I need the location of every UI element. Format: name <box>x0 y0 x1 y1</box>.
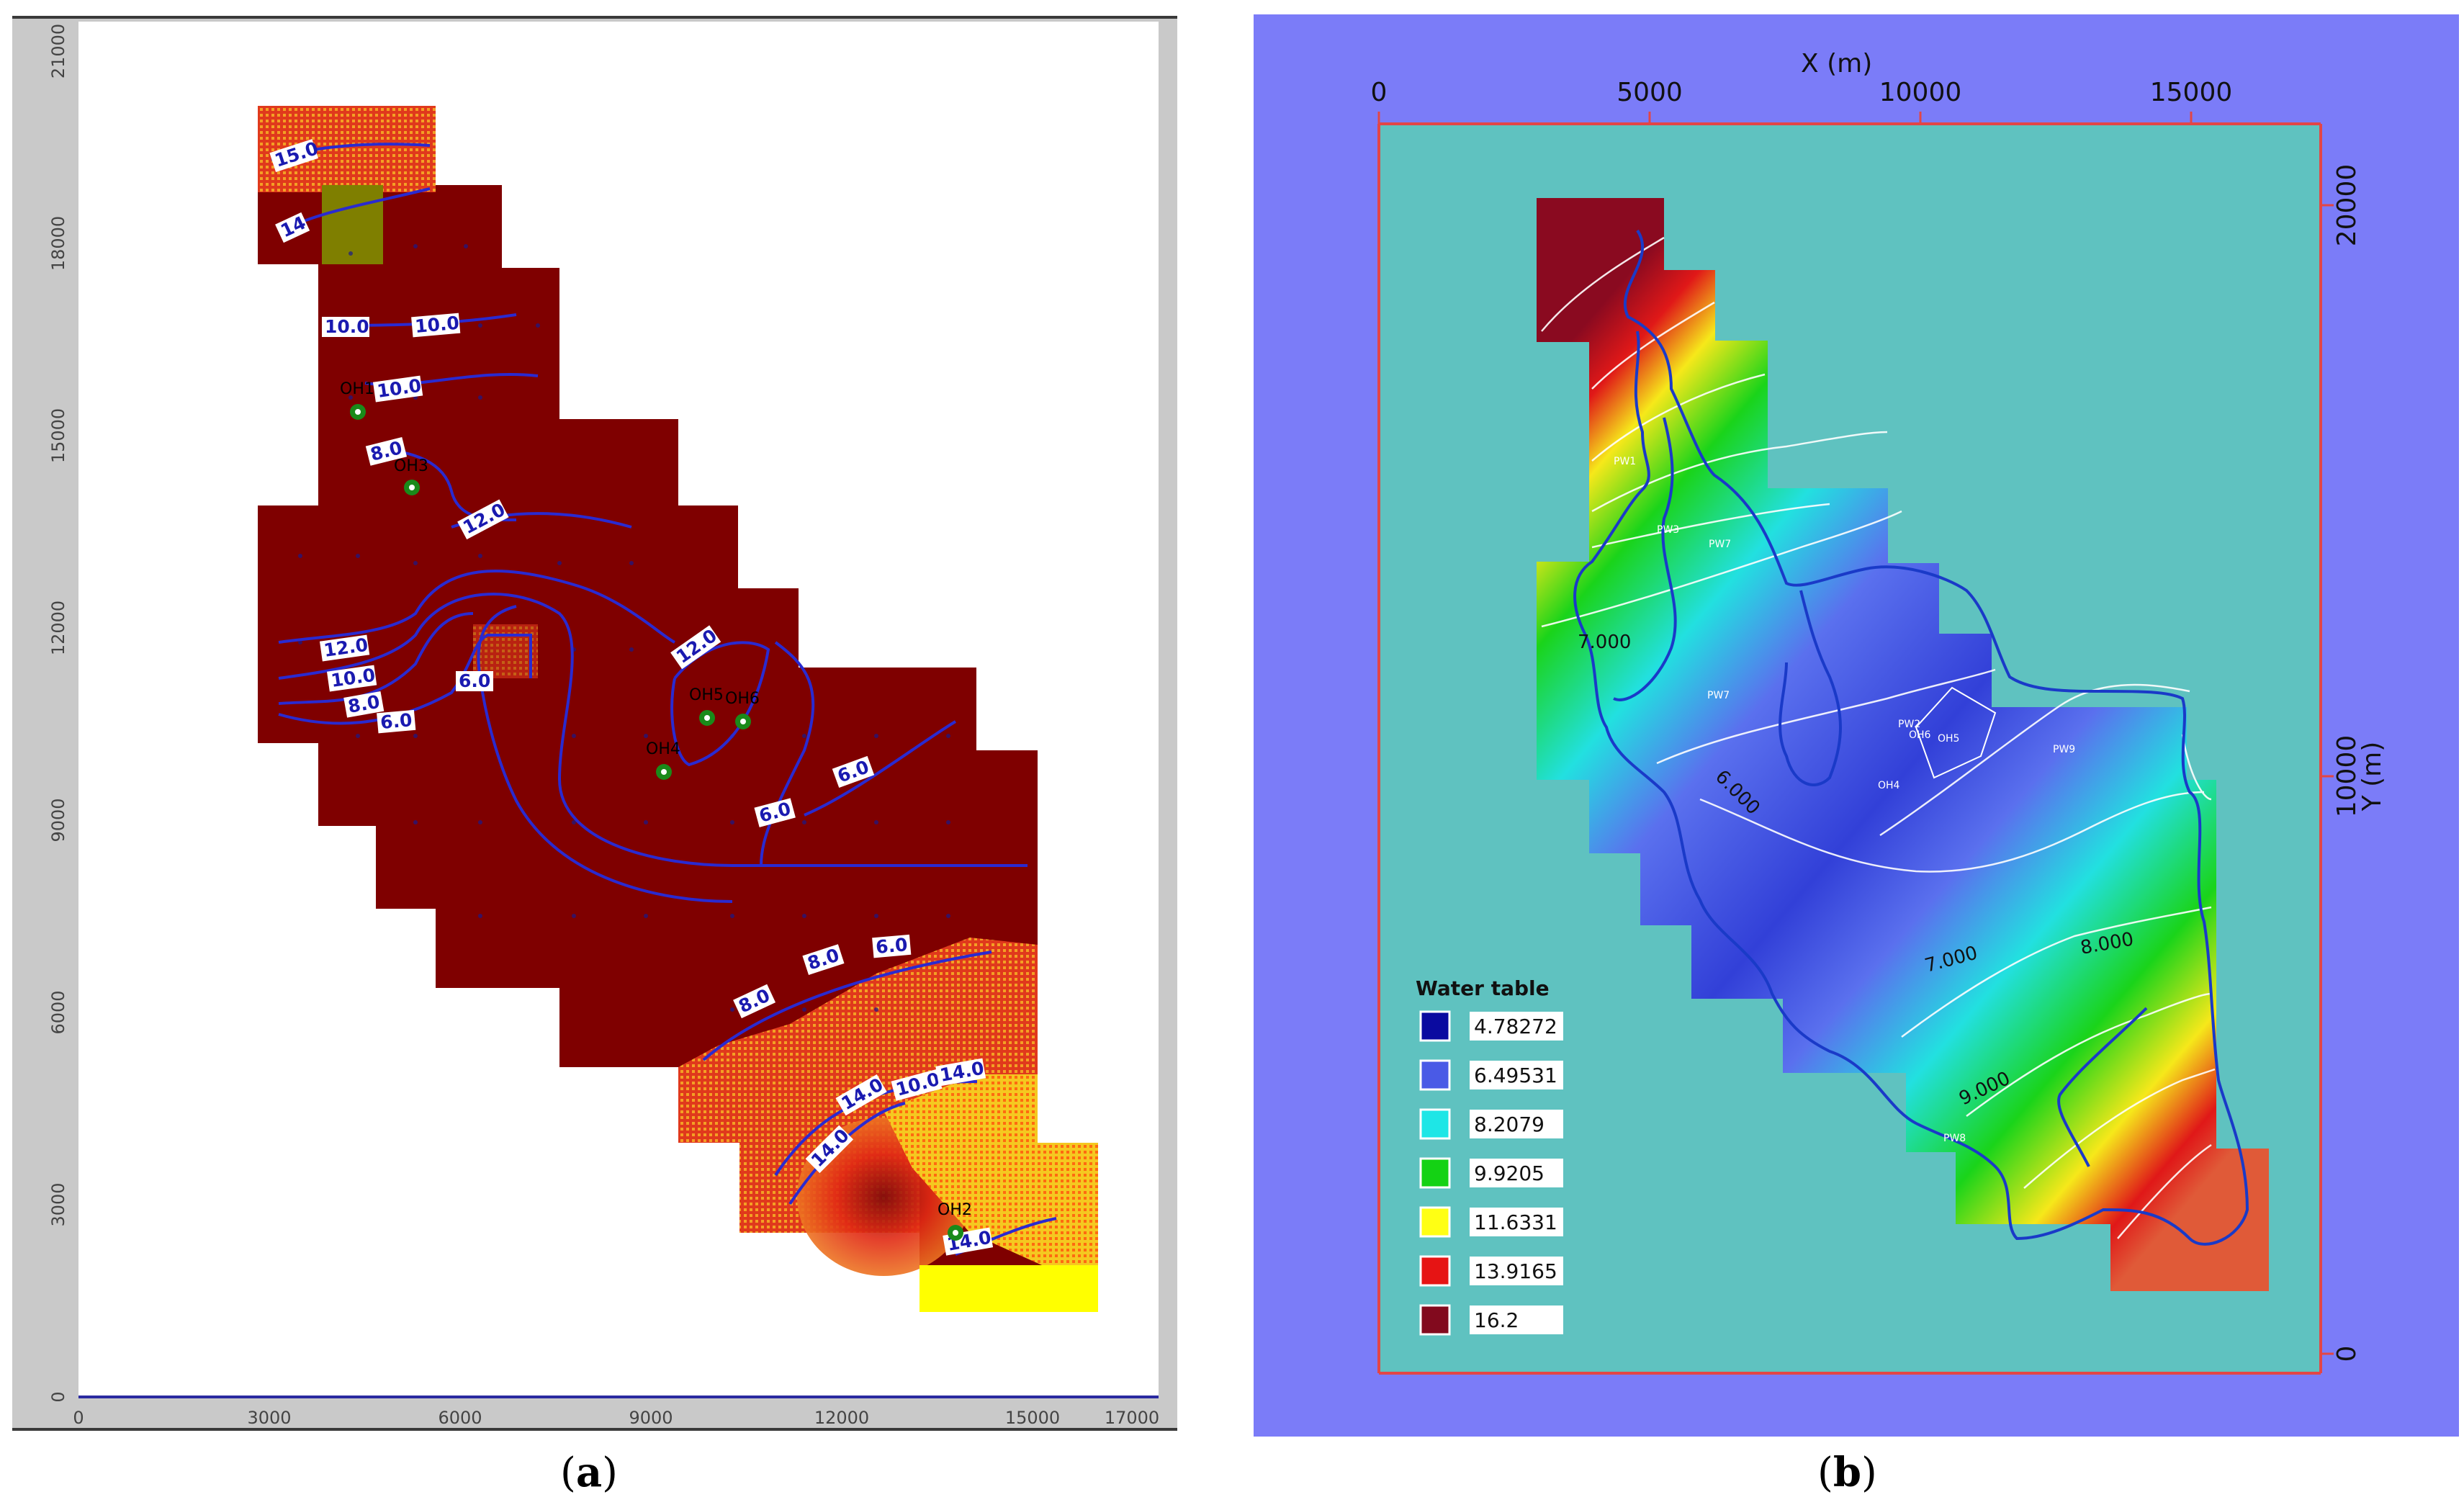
axis-ticks-b <box>1377 112 2334 1355</box>
caption-a: (a) <box>560 1449 619 1496</box>
caption-letter-a: a <box>575 1449 603 1496</box>
caption-letter-b: b <box>1833 1449 1862 1496</box>
well-label: OH2 <box>938 1201 972 1219</box>
legend-value: 4.78272 <box>1474 1015 1557 1038</box>
well-label: OH6 <box>725 690 760 708</box>
y-tick-label: 0 <box>2332 1346 2362 1362</box>
model-domain-b <box>1537 198 2269 1291</box>
x-tick-label: 15000 <box>1005 1408 1060 1428</box>
legend-value: 6.49531 <box>1474 1064 1557 1087</box>
contour-lines-b <box>1541 236 2216 1239</box>
well-label: PW3 <box>1657 524 1679 536</box>
well-label: PW7 <box>1709 539 1731 550</box>
legend: Water table 4.78272 6.49531 8.2079 9.9205 11… <box>1416 976 1563 1336</box>
x-tick-label: 17000 <box>1105 1408 1159 1428</box>
legend-value: 9.9205 <box>1474 1161 1545 1185</box>
x-tick-label: 3000 <box>247 1408 291 1428</box>
wells-a: OH1 OH3 OH4 OH5 OH6 OH2 <box>340 380 972 1241</box>
well-label: PW2 <box>1898 719 1920 730</box>
y-tick-label: 0 <box>48 1391 68 1402</box>
well-label: PW8 <box>1943 1133 1966 1144</box>
well-marker: OH5 <box>689 686 724 726</box>
y-tick-label: 9000 <box>48 798 68 842</box>
y-axis-a: 0 3000 6000 9000 12000 15000 18000 21000 <box>48 24 68 1403</box>
legend-swatch <box>1419 1157 1451 1189</box>
y-tick-label: 21000 <box>48 24 68 78</box>
contour-label: 6.0 <box>379 709 413 733</box>
x-axis-title: X (m) <box>1801 49 1872 78</box>
x-axis-b: X (m) 0 5000 10000 15000 <box>1371 49 2233 107</box>
contour-label: 10.0 <box>325 316 369 337</box>
inactive-cell <box>322 185 383 264</box>
model-domain-a <box>258 106 1098 1312</box>
y-tick-label: 10000 <box>2332 735 2362 818</box>
y-tick-label: 12000 <box>48 601 68 655</box>
y-tick-label: 20000 <box>2332 164 2362 247</box>
well-marker: OH4 <box>646 740 680 780</box>
y-tick-label: 3000 <box>48 1182 68 1226</box>
legend-swatch <box>1419 1010 1451 1042</box>
x-tick-label: 5000 <box>1617 78 1683 107</box>
legend-value-bg <box>1470 1208 1563 1236</box>
well-label: OH4 <box>1878 780 1900 791</box>
legend-value-bg <box>1470 1061 1563 1089</box>
legend-value-bg <box>1470 1110 1563 1138</box>
well-label: OH3 <box>394 457 428 475</box>
legend-swatch <box>1419 1059 1451 1091</box>
legend-value-bg <box>1470 1012 1563 1041</box>
panel-b: 7.000 6.000 7.000 8.000 9.000 PW1 PW3 PW… <box>1254 14 2459 1437</box>
legend-swatch <box>1419 1255 1451 1287</box>
legend-value-bg <box>1470 1159 1563 1187</box>
well-label: PW9 <box>2053 744 2075 755</box>
yellow-zone <box>919 1265 1098 1312</box>
well-label: OH4 <box>646 740 680 758</box>
wells-b: PW1 PW3 PW7 PW7 PW2 OH6 OH5 PW9 OH4 PW8 <box>1614 456 2075 1144</box>
well-marker: OH3 <box>394 457 428 495</box>
well-label: PW7 <box>1707 690 1730 701</box>
caption-b: (b) <box>1817 1449 1877 1496</box>
y-tick-label: 18000 <box>48 216 68 271</box>
well-label: OH5 <box>689 686 724 704</box>
x-tick-label: 9000 <box>629 1408 673 1428</box>
x-tick-label: 10000 <box>1879 78 1962 107</box>
well-label: OH6 <box>1909 729 1931 741</box>
x-tick-label: 12000 <box>814 1408 869 1428</box>
x-axis-a: 0 3000 6000 9000 12000 15000 17000 <box>73 1408 1159 1428</box>
well-label: OH1 <box>340 380 374 398</box>
well-network-outline <box>1915 686 1997 779</box>
well-label: PW1 <box>1614 456 1636 467</box>
y-tick-label: 15000 <box>48 408 68 463</box>
y-axis-b: 20000 10000 0 Y (m) <box>2332 164 2387 1362</box>
y-tick-label: 6000 <box>48 990 68 1034</box>
legend-title: Water table <box>1416 976 1550 1000</box>
x-tick-label: 6000 <box>438 1408 482 1428</box>
legend-value: 16.2 <box>1474 1308 1519 1332</box>
legend-value: 8.2079 <box>1474 1113 1545 1136</box>
axes-b <box>1377 122 2322 1375</box>
well-marker: OH6 <box>725 690 760 729</box>
contour-label: 7.000 <box>1578 632 1631 653</box>
well-marker: OH2 <box>938 1201 972 1241</box>
legend-swatch <box>1419 1108 1451 1140</box>
y-axis-title: Y (m) <box>2357 742 2387 812</box>
legend-value: 13.9165 <box>1474 1259 1557 1283</box>
panel-a: 15.0 14 10.0 10.0 10.0 8.0 12.0 12.0 10.… <box>12 16 1177 1431</box>
contour-label: 6.0 <box>459 670 490 691</box>
well-marker: OH1 <box>340 380 374 420</box>
aquifer-boundary <box>1573 229 2249 1246</box>
legend-value: 11.6331 <box>1474 1210 1557 1234</box>
well-label: OH5 <box>1938 733 1959 745</box>
legend-swatch <box>1419 1304 1451 1336</box>
contour-label: 6.0 <box>875 934 909 958</box>
x-tick-label: 0 <box>73 1408 84 1428</box>
contour-label: 10.0 <box>414 313 460 337</box>
legend-value-bg <box>1470 1305 1563 1334</box>
legend-swatch <box>1419 1206 1451 1238</box>
x-tick-label: 15000 <box>2150 78 2233 107</box>
legend-value-bg <box>1470 1257 1563 1285</box>
x-tick-label: 0 <box>1371 78 1388 107</box>
